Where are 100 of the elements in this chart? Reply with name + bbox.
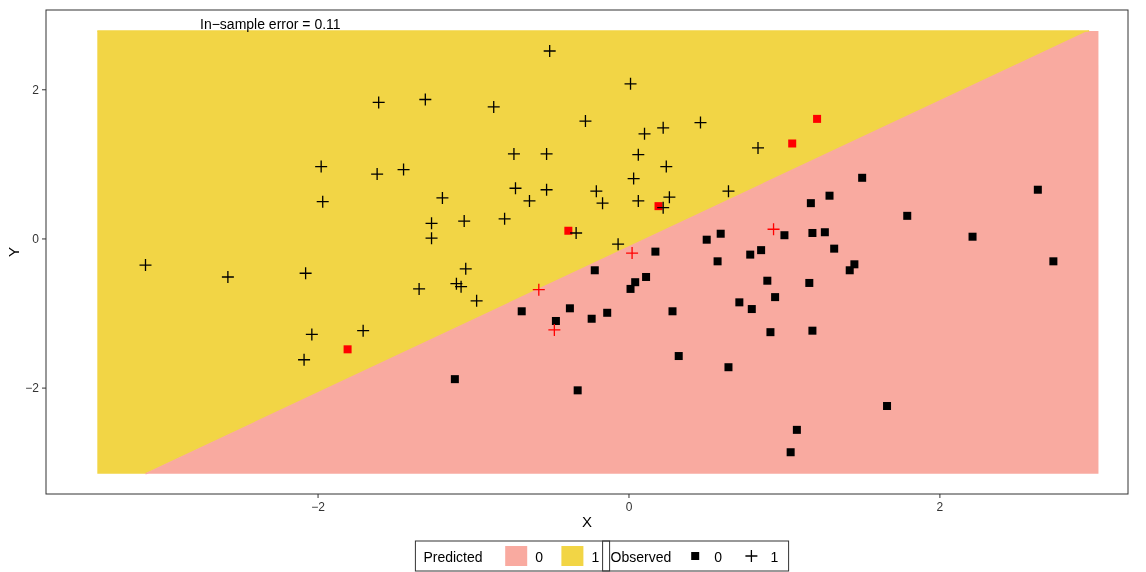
point <box>578 114 593 128</box>
annotation: In−sample error = 0.11 <box>200 16 341 32</box>
point <box>1049 257 1058 266</box>
x-axis-title: X <box>581 513 593 530</box>
point <box>396 162 411 177</box>
point <box>903 211 912 220</box>
point <box>522 194 537 208</box>
point <box>508 181 523 195</box>
point <box>487 100 501 114</box>
point <box>372 95 386 110</box>
point <box>751 141 765 155</box>
point <box>721 184 736 198</box>
point <box>825 191 834 200</box>
point <box>507 147 521 161</box>
point <box>716 229 725 238</box>
point <box>693 115 708 130</box>
point <box>651 247 660 256</box>
point <box>412 282 426 296</box>
point <box>662 190 677 204</box>
point <box>858 173 867 182</box>
legend-label: 0 <box>535 549 544 565</box>
point <box>724 363 733 372</box>
point <box>497 212 512 226</box>
point <box>766 222 781 236</box>
legend-label: 0 <box>714 549 723 565</box>
point <box>590 266 599 275</box>
x-tick-label: 2 <box>936 500 944 514</box>
point <box>298 266 313 280</box>
y-tick-label: −2 <box>25 381 40 396</box>
point <box>611 237 625 251</box>
x-tick-label: −2 <box>311 500 326 514</box>
point <box>659 159 673 174</box>
point <box>625 246 639 260</box>
point <box>418 92 432 107</box>
point <box>589 184 603 198</box>
point <box>668 307 677 316</box>
point <box>532 283 546 297</box>
point <box>457 214 471 228</box>
point <box>424 231 439 245</box>
point <box>746 250 755 259</box>
point <box>763 276 772 285</box>
point <box>569 226 583 240</box>
point <box>805 278 814 287</box>
point <box>573 386 582 395</box>
point <box>469 294 484 308</box>
point <box>1033 185 1042 194</box>
point <box>316 195 330 209</box>
point <box>813 114 822 123</box>
point <box>656 121 670 135</box>
point <box>786 448 795 457</box>
point <box>631 194 645 208</box>
point <box>631 278 640 287</box>
point <box>735 298 744 307</box>
point <box>766 328 775 337</box>
point <box>297 353 311 367</box>
point <box>631 148 645 162</box>
point <box>314 159 328 174</box>
point <box>539 183 554 197</box>
point <box>808 228 817 237</box>
legend-label: 1 <box>591 549 600 565</box>
point <box>450 375 459 384</box>
point <box>757 246 766 255</box>
text: Predicted <box>423 549 483 565</box>
point <box>642 272 651 281</box>
point <box>539 147 554 161</box>
point <box>702 235 711 244</box>
point <box>547 323 561 337</box>
point <box>845 266 854 275</box>
point <box>626 284 635 293</box>
point <box>792 425 801 434</box>
y-tick-label: 2 <box>32 82 40 97</box>
point <box>305 327 319 342</box>
y-tick-label: 0 <box>32 231 40 246</box>
point <box>808 326 817 335</box>
point <box>138 258 153 272</box>
point <box>883 402 892 410</box>
point <box>771 293 780 302</box>
x-tick-label: 0 <box>625 500 633 514</box>
legend-label: 1 <box>770 549 779 565</box>
y-axis-title: Y <box>5 246 22 258</box>
point <box>564 226 573 235</box>
point <box>656 200 670 215</box>
point <box>603 308 612 317</box>
point <box>517 307 526 316</box>
point <box>543 44 557 58</box>
point <box>623 77 638 91</box>
point <box>626 171 641 186</box>
point <box>221 270 235 284</box>
point <box>747 305 756 314</box>
point <box>806 199 815 208</box>
point <box>968 232 977 241</box>
point <box>637 127 652 141</box>
point <box>830 244 839 253</box>
point <box>424 216 439 230</box>
point <box>654 202 663 211</box>
point <box>788 139 797 148</box>
point <box>356 324 370 338</box>
point <box>713 257 722 266</box>
point <box>459 262 473 276</box>
point <box>780 231 789 240</box>
